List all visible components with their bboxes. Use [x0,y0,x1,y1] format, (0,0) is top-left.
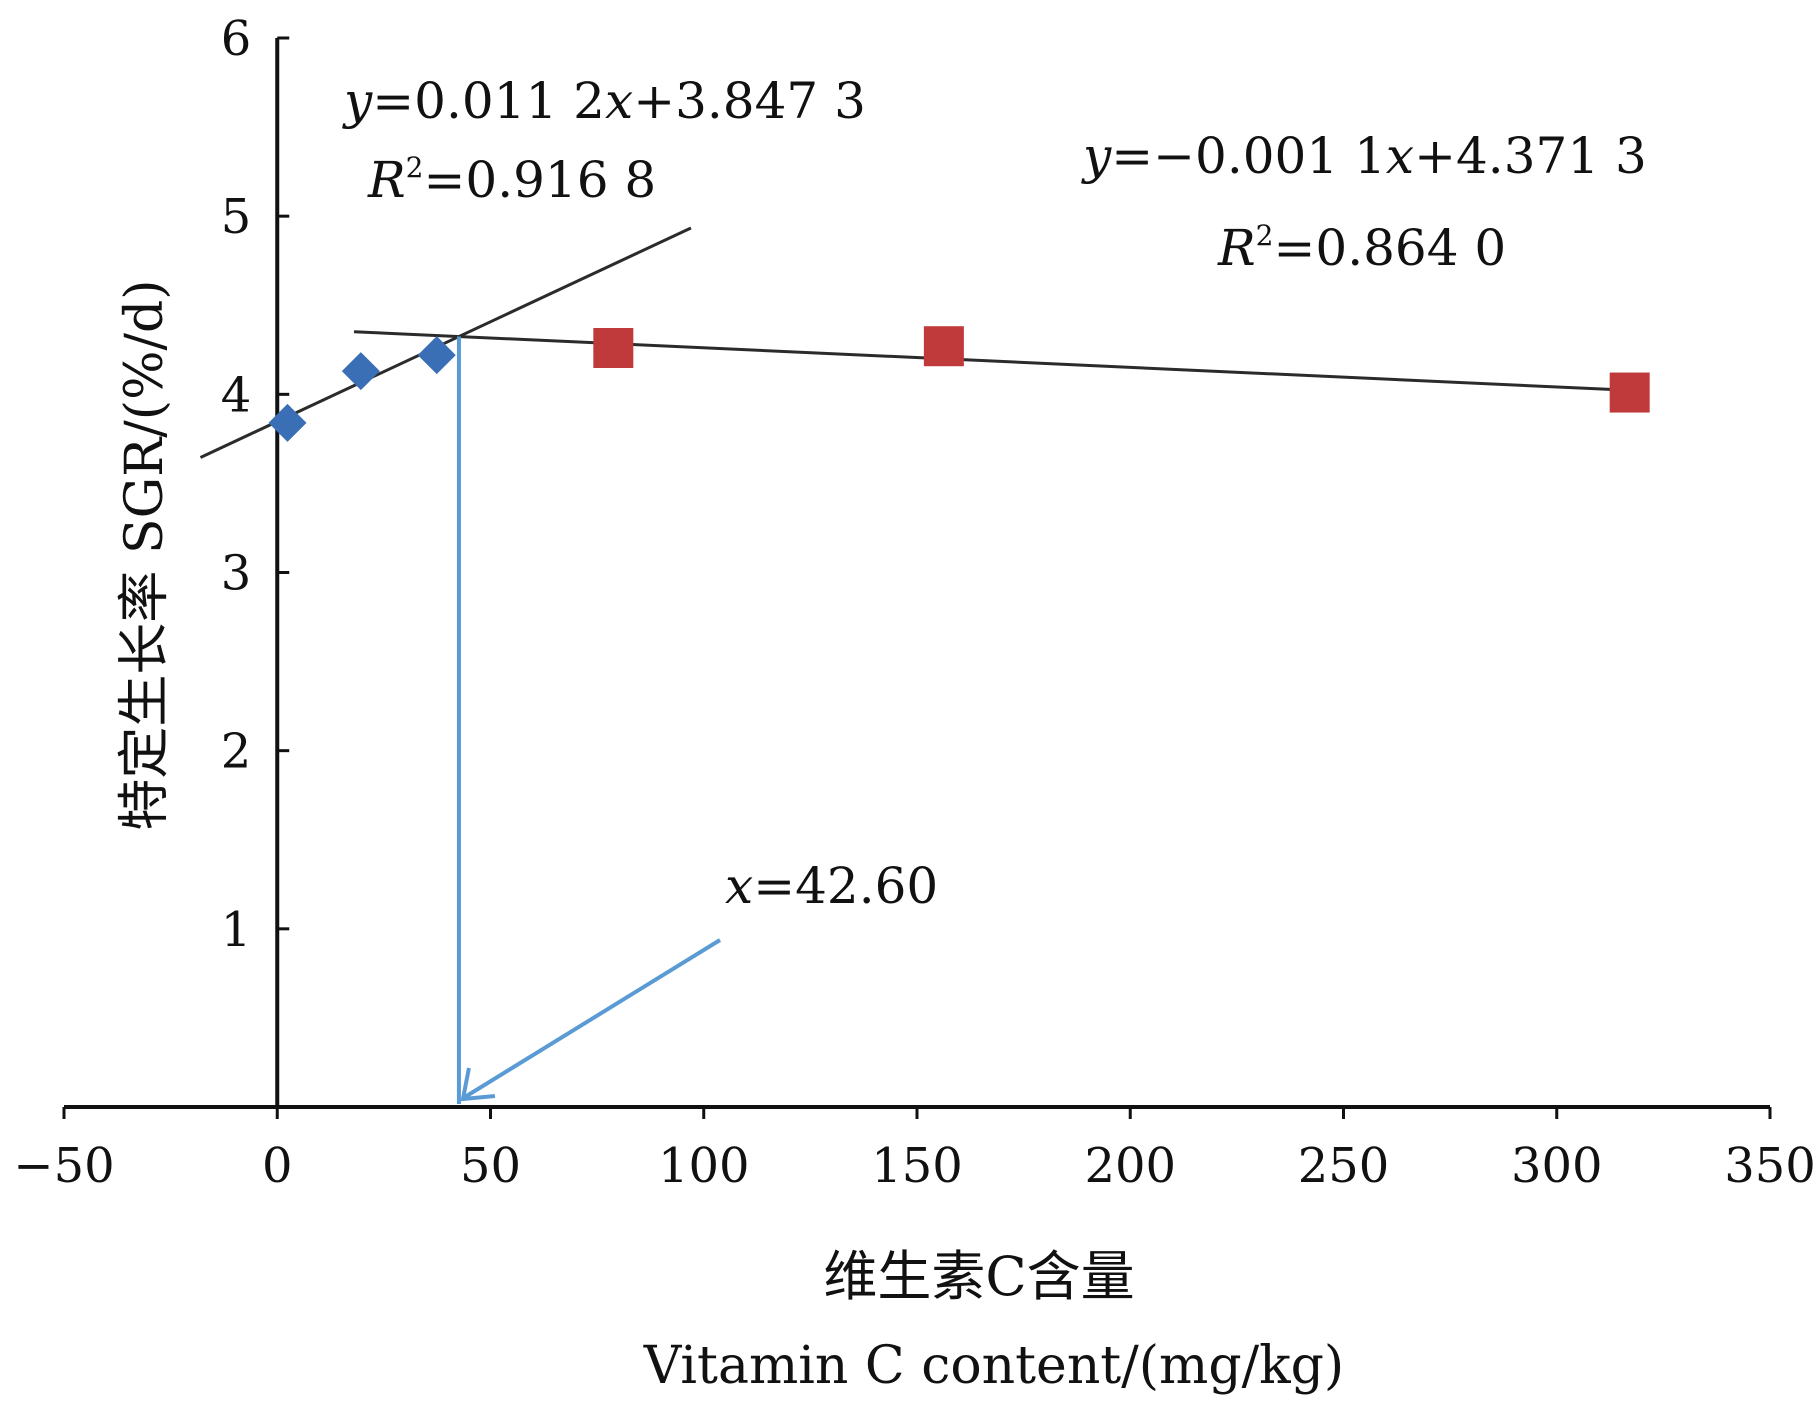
r2-value: =0.864 0 [1273,219,1506,277]
r2-R: R [1217,219,1256,277]
x-tick-label: 100 [658,1138,750,1194]
breakpoint-arrow-head [460,1067,496,1102]
y-tick-label: 4 [221,367,252,423]
eq2-x: x [1386,127,1414,185]
eq2-y: y [1081,127,1112,185]
equation-1: y=0.011 2x+3.847 3 [342,72,866,130]
y-tick-label: 1 [221,902,252,958]
fit-line-2 [353,330,1630,392]
y-tick-label: 6 [221,11,252,67]
x-axis-ticks: −50 0 50 100 150 200 250 300 350 [13,1107,1816,1194]
square-marker [1609,372,1650,413]
equation-2: y=−0.001 1x+4.371 3 [1081,127,1647,185]
r1-sup: 2 [406,151,424,184]
x-tick-label: 0 [262,1138,293,1194]
axes [64,38,1770,1109]
y-axis-title: 特定生长率 SGR/(%/d) [115,279,175,830]
eq1-x: x [605,72,633,130]
y-tick-label: 3 [221,546,252,602]
diamond-marker [341,352,380,391]
eq1-coef: =0.011 2 [372,72,605,130]
square-marker [593,328,634,369]
data-points [268,326,1650,442]
r-squared-2: R2=0.864 0 [1217,219,1506,277]
r1-value: =0.916 8 [423,151,656,209]
diamond-marker [268,403,307,442]
y-tick-label: 5 [221,189,252,245]
breakpoint-x: x [725,857,753,915]
breakpoint-arrow-line [463,938,722,1099]
square-marker [923,326,964,367]
r1-R: R [367,151,406,209]
eq1-intercept: +3.847 3 [633,72,866,130]
x-tick-label: 200 [1084,1138,1176,1194]
x-axis-title-en: Vitamin C content/(mg/kg) [643,1336,1344,1396]
r-squared-1: R2=0.916 8 [367,151,656,209]
breakpoint-label: x=42.60 [725,857,938,915]
y-axis-ticks: 1 2 3 4 5 6 [221,11,290,958]
x-tick-label: −50 [13,1138,114,1194]
eq2-intercept: +4.371 3 [1414,127,1647,185]
diamond-marker [417,336,456,375]
x-tick-label: 50 [460,1138,521,1194]
x-tick-label: 150 [871,1138,963,1194]
x-axis-title-zh: 维生素C含量 [823,1245,1134,1308]
eq1-y: y [342,72,373,130]
x-tick-label: 350 [1724,1138,1816,1194]
eq2-coef: =−0.001 1 [1111,127,1386,185]
breakpoint-value: =42.60 [753,857,938,915]
y-tick-label: 2 [221,724,252,780]
x-tick-label: 300 [1511,1138,1603,1194]
x-tick-label: 250 [1298,1138,1390,1194]
breakpoint-guides [456,336,722,1104]
r2-sup: 2 [1256,219,1274,252]
